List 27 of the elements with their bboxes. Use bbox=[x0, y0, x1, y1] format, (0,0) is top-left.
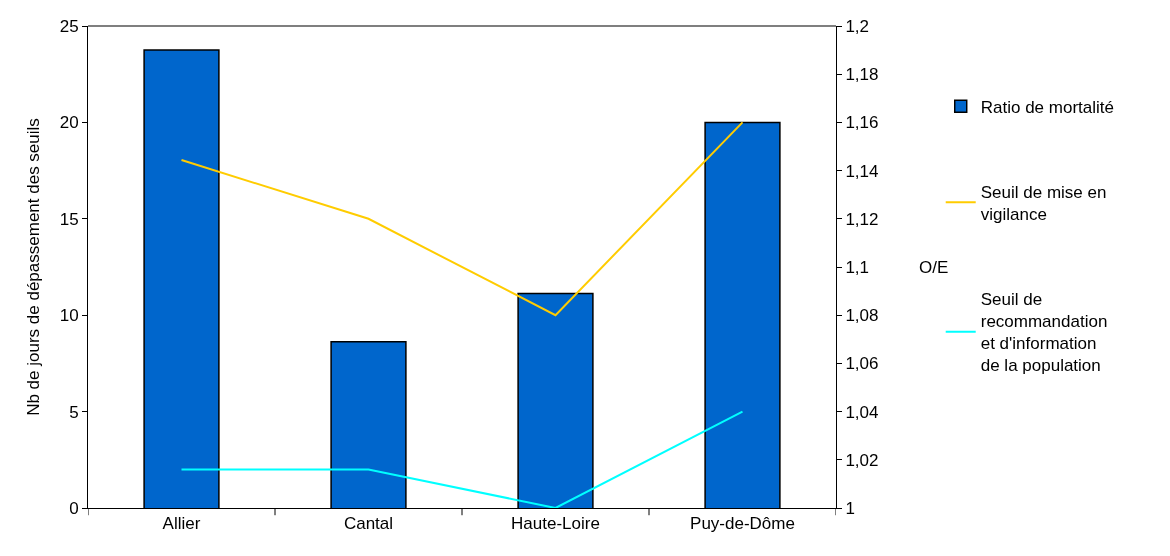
y2-tick-label: 1,2 bbox=[845, 16, 870, 36]
x-tick-label: Puy-de-Dôme bbox=[690, 514, 795, 534]
y2-axis-title: O/E bbox=[919, 258, 949, 277]
y2-tick-label: 1,04 bbox=[845, 402, 879, 422]
y2-tick-label: 1,18 bbox=[845, 65, 879, 85]
y-tick-label: 10 bbox=[59, 306, 79, 326]
y2-tick-label: 1,12 bbox=[845, 209, 879, 229]
y2-tick-label: 1,02 bbox=[845, 450, 879, 470]
x-tick-label: Cantal bbox=[343, 514, 394, 534]
y-tick-label: 5 bbox=[69, 402, 79, 422]
y-tick-label: 25 bbox=[59, 16, 79, 36]
y2-tick-label: 1,1 bbox=[845, 257, 870, 277]
y2-tick-label: 1,08 bbox=[845, 306, 879, 326]
y-tick-label: 20 bbox=[59, 113, 79, 133]
legend-label: Seuil de recommandation et d'information de la population bbox=[980, 290, 1108, 376]
x-tick-label: Haute-Loire bbox=[511, 514, 600, 534]
y-axis-title: Nb de jours de dépassement des seuils bbox=[24, 118, 44, 416]
y-tick-label: 15 bbox=[59, 209, 79, 229]
line-series bbox=[180, 121, 744, 317]
y2-tick-label: 1,16 bbox=[845, 113, 879, 133]
y2-tick-label: 1 bbox=[845, 498, 855, 518]
y-tick-label: 0 bbox=[69, 498, 79, 518]
x-tick-label: Allier bbox=[162, 514, 201, 534]
y2-tick-label: 1,06 bbox=[845, 354, 879, 374]
legend-label: Ratio de mortalité bbox=[980, 97, 1114, 117]
y2-tick-label: 1,14 bbox=[845, 161, 879, 181]
legend-label: Seuil de mise en vigilance bbox=[980, 182, 1107, 225]
